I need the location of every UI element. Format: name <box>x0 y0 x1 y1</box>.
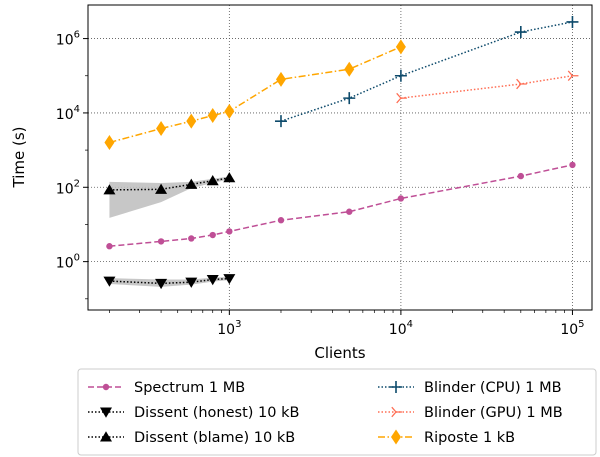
legend-marker <box>102 383 110 391</box>
series-blinder-cpu-1-mb <box>274 15 579 128</box>
data-point <box>567 70 579 81</box>
data-point <box>157 238 165 245</box>
y-tick-label: 106 <box>56 30 80 49</box>
data-point <box>224 103 235 119</box>
data-point <box>277 217 285 224</box>
x-axis-label: Clients <box>314 344 365 362</box>
series-line-dissent-blame-10-kb <box>109 177 230 191</box>
legend-item-riposte-1-kb: Riposte 1 kB <box>378 429 515 446</box>
data-point <box>186 113 197 129</box>
y-axis-label: Time (s) <box>10 127 28 189</box>
data-point <box>206 175 219 186</box>
gridlines <box>88 5 592 310</box>
legend-marker <box>100 407 112 418</box>
y-axis: 100 102 104 106 <box>56 30 88 300</box>
legend-label: Blinder (GPU) 1 MB <box>424 405 563 421</box>
series-blinder-gpu-1-mb <box>396 70 579 104</box>
legend-frame <box>77 368 597 456</box>
x-tick-label: 105 <box>560 319 584 338</box>
legend-marker <box>390 381 402 393</box>
data-point <box>346 208 353 215</box>
data-point <box>397 195 405 202</box>
data-point <box>274 115 287 128</box>
series-dissent-blame-10-kb <box>103 172 236 195</box>
data-point <box>344 61 355 77</box>
series-line-riposte-1-kb <box>109 46 402 144</box>
series-spectrum-1-mb <box>106 161 576 250</box>
legend-item-blinder-gpu-1-mb: Blinder (GPU) 1 MB <box>378 405 563 421</box>
data-point <box>155 183 168 194</box>
legend-item-spectrum-1-mb: Spectrum 1 MB <box>88 380 245 396</box>
data-point <box>514 26 527 39</box>
legend-marker <box>100 431 112 442</box>
legend-item-dissent-honest-10-kb: Dissent (honest) 10 kB <box>88 405 299 421</box>
series-layer <box>103 15 579 290</box>
legend: Spectrum 1 MB Dissent (honest) 10 kB Disse… <box>77 368 597 456</box>
series-line-blinder-cpu-1-mb <box>280 21 573 122</box>
plot-frame <box>87 4 593 311</box>
series-riposte-1-kb <box>104 39 406 151</box>
legend-label: Dissent (honest) 10 kB <box>134 405 299 421</box>
series-line-spectrum-1-mb <box>109 164 573 247</box>
legend-item-blinder-cpu-1-mb: Blinder (CPU) 1 MB <box>378 380 562 396</box>
data-point <box>343 92 356 105</box>
data-point <box>206 275 219 286</box>
data-point <box>209 231 216 239</box>
data-point <box>517 172 525 180</box>
y-tick-label: 104 <box>56 104 80 123</box>
data-point <box>104 135 115 151</box>
data-point <box>185 178 198 189</box>
data-point <box>226 228 233 235</box>
data-point <box>394 69 407 82</box>
series-line-blinder-gpu-1-mb <box>400 75 573 99</box>
legend-marker <box>391 429 401 445</box>
legend-label: Dissent (blame) 10 kB <box>134 430 295 446</box>
data-point <box>188 235 195 242</box>
x-axis: 103 104 105 <box>109 310 585 338</box>
data-point <box>396 92 407 104</box>
error-band-dissent-honest-10-kb <box>109 276 230 287</box>
data-point <box>103 184 116 195</box>
x-tick-label: 103 <box>217 319 241 338</box>
series-dissent-honest-10-kb <box>103 274 236 290</box>
x-tick-label: 104 <box>389 319 413 338</box>
y-tick-label: 102 <box>56 178 80 197</box>
data-point <box>566 15 579 28</box>
error-bands <box>109 176 230 287</box>
y-tick-label: 100 <box>56 253 80 272</box>
error-band-dissent-blame-10-kb <box>109 176 230 218</box>
data-point <box>569 161 576 169</box>
legend-label: Spectrum 1 MB <box>134 380 245 396</box>
data-point <box>223 172 236 183</box>
data-point <box>103 276 116 287</box>
data-point <box>207 108 218 124</box>
data-point <box>155 278 168 290</box>
legend-item-dissent-blame-10-kb: Dissent (blame) 10 kB <box>88 430 295 446</box>
data-point <box>223 274 236 285</box>
legend-label: Blinder (CPU) 1 MB <box>424 380 562 396</box>
data-point <box>106 243 113 250</box>
data-point <box>516 78 527 90</box>
legend-label: Riposte 1 kB <box>424 430 515 446</box>
data-point <box>275 71 286 87</box>
data-point <box>185 277 198 288</box>
data-point <box>156 121 167 137</box>
legend-marker <box>391 406 402 418</box>
data-point <box>395 39 406 55</box>
